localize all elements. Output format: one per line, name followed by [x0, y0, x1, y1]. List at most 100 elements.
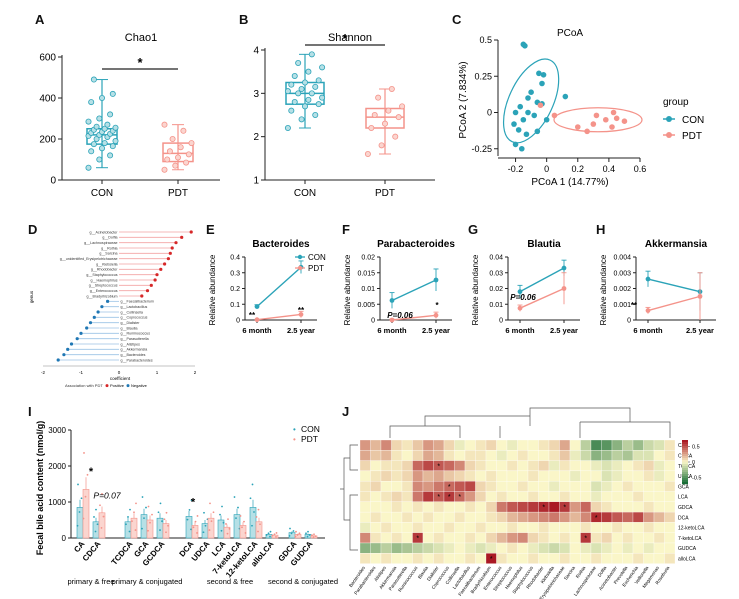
heatmap-cell [653, 450, 665, 461]
heatmap-cell [506, 470, 518, 482]
data-point [609, 124, 615, 130]
significance-mark: * [448, 494, 451, 501]
heatmap-cell [391, 460, 403, 472]
heatmap-cell [643, 470, 655, 482]
heatmap-cell [475, 542, 487, 554]
data-point [315, 77, 322, 84]
heatmap-cell [548, 511, 560, 523]
heatmap-cell [359, 522, 371, 533]
data-point [161, 520, 163, 523]
heatmap-cell [506, 542, 518, 554]
colorbar-segment [682, 462, 688, 465]
data-point [88, 99, 95, 106]
significance-mark: ** [298, 306, 305, 315]
legend-label: PDT [301, 434, 318, 444]
heatmap-cell [527, 511, 539, 523]
row-label: 7-ketoLCA [678, 536, 702, 542]
series-line [647, 278, 701, 293]
y-tick-label: 0 [487, 108, 492, 118]
colorbar-segment [682, 468, 688, 471]
data-point [84, 495, 87, 498]
lollipop-head [159, 267, 163, 271]
y-tick-label: 1 [253, 176, 259, 187]
heatmap-cell [506, 553, 518, 564]
heatmap-cell [380, 491, 392, 502]
heatmap-cell [443, 532, 455, 544]
heatmap-cell [454, 450, 466, 461]
data-point [536, 70, 542, 77]
heatmap-cell [601, 501, 613, 513]
chart-title: Bacteroides [252, 239, 310, 250]
data-point [128, 530, 131, 533]
heatmap-cell [664, 470, 676, 482]
data-point [537, 102, 544, 109]
heatmap-cell [496, 481, 508, 492]
x-tick-label: CDCA [81, 539, 103, 563]
row-label: 12-ketoLCA [678, 526, 705, 532]
heatmap-cell [653, 481, 665, 492]
heatmap-cell [590, 439, 602, 451]
data-point [315, 101, 322, 108]
heatmap-cell [548, 501, 560, 513]
heatmap-cell [475, 470, 487, 482]
data-point [561, 286, 567, 291]
data-point [202, 531, 205, 534]
heatmap-cell [527, 501, 539, 513]
heatmap-cell [517, 460, 529, 472]
x-tick-label: -1 [79, 370, 83, 375]
heatmap-cell [422, 439, 434, 451]
heatmap-cell [527, 553, 539, 564]
heatmap-cell [527, 532, 539, 544]
data-point [251, 524, 253, 527]
heatmap-cell [391, 532, 403, 544]
series-line [391, 314, 437, 321]
data-point [86, 473, 89, 476]
data-point [243, 520, 245, 523]
colorbar-segment [682, 466, 688, 469]
heatmap-cell [601, 450, 613, 461]
data-point [306, 535, 309, 538]
legend-caption: Association with PDT [65, 383, 103, 388]
akkermansia-line-chart: Akkermansia 0 0.001 0.002 0.003 0.004 6 month 2… [599, 239, 716, 335]
significance-mark: * [342, 31, 348, 46]
lollipop-head [62, 353, 66, 357]
heatmap-cell [443, 511, 455, 523]
series-line [519, 267, 565, 293]
genus-label: g__Dialister [121, 321, 141, 325]
data-point [166, 148, 173, 155]
data-point [593, 112, 600, 119]
heatmap-cell [380, 470, 392, 482]
data-point [99, 95, 106, 102]
data-point [292, 530, 295, 532]
x-tick-label: 6 month [505, 326, 535, 335]
heatmap-cell [359, 501, 371, 513]
panel-letter-h: H [596, 222, 606, 237]
data-point [518, 145, 525, 152]
heatmap-cell [527, 460, 539, 472]
heatmap-cell [380, 522, 392, 533]
heatmap-cell [664, 481, 676, 492]
heatmap-cell [496, 511, 508, 523]
heatmap-cell [359, 491, 371, 502]
heatmap-cell [422, 522, 434, 533]
data-point [88, 148, 95, 155]
heatmap-cell [622, 501, 634, 513]
heatmap-cell [433, 522, 445, 533]
genus-label: g__Coprococcus [121, 316, 148, 320]
genus-label: g__Faecalibacterium [121, 300, 154, 304]
heatmap-cell [643, 542, 655, 554]
data-point [433, 277, 439, 283]
heatmap-cell [485, 450, 497, 461]
heatmap-cell [601, 542, 613, 554]
y-tick-label: 0.01 [361, 286, 375, 293]
heatmap-cell [391, 542, 403, 554]
data-point [551, 112, 558, 119]
significance-mark: P=0.06 [510, 293, 536, 302]
heatmap-cell [401, 460, 413, 472]
heatmap-cell [401, 542, 413, 554]
legend-marker [666, 116, 672, 122]
legend-label: PDT [682, 131, 702, 142]
heatmap-cell [422, 511, 434, 523]
heatmap-cell [643, 511, 655, 523]
data-point [196, 515, 199, 517]
